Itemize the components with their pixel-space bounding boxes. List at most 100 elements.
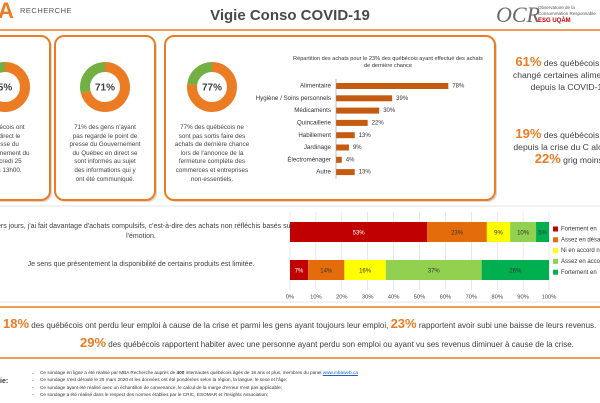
stacked-bar-segment bbox=[510, 222, 537, 242]
text: Ce sondage a été réalisé dans le respect… bbox=[40, 391, 269, 397]
purchase-chart-title: Répartition des achats pour le 23% des q… bbox=[293, 56, 483, 69]
org-affiliation: ESG UQÀM bbox=[538, 18, 571, 24]
bar bbox=[336, 95, 393, 102]
x-tick-label: 20% bbox=[336, 295, 348, 301]
donut-value bbox=[80, 62, 130, 112]
donut-label: 5% bbox=[0, 83, 12, 94]
logo-letter: A bbox=[0, 0, 14, 23]
value-label: 9% bbox=[353, 145, 362, 151]
donut-label: 77% bbox=[202, 83, 222, 94]
legend-swatch bbox=[553, 226, 558, 232]
stacked-bar-segment bbox=[344, 260, 386, 280]
legend-label: Ni en accord ni bbox=[561, 248, 600, 254]
panel-text-line: 71% des gens n'ayant bbox=[74, 124, 136, 131]
category-label: Jardinage bbox=[304, 144, 332, 151]
panel-text-line: commerces et entreprises bbox=[175, 166, 249, 174]
footer-note: Ce sondage s'est déroulé le 25 mars 2020… bbox=[40, 377, 287, 383]
legend-label: Assez en désa bbox=[561, 237, 600, 243]
panel-text-line: québécois ont bbox=[0, 124, 25, 131]
segment-label: 9% bbox=[494, 231, 503, 237]
segment-label: 7% bbox=[295, 269, 304, 275]
value-label: 4% bbox=[346, 157, 355, 163]
statement: Je sens que présentement la disponibilit… bbox=[27, 261, 255, 268]
panel bbox=[54, 35, 156, 201]
footer-note: Ce sondage ayant été réalisé avec un éch… bbox=[40, 385, 282, 391]
panel-text-line: 20 à 13h00. bbox=[0, 166, 22, 174]
x-tick-label: 30% bbox=[362, 295, 374, 301]
category-label: Quincaillerie bbox=[297, 120, 332, 127]
value-label: 13% bbox=[359, 133, 372, 139]
panel-text-line: achats de dernière chance bbox=[174, 141, 250, 149]
panel bbox=[0, 35, 51, 201]
section-frame bbox=[0, 205, 600, 303]
bar bbox=[336, 144, 349, 151]
segment-label: 14% bbox=[320, 269, 333, 275]
right-panel-text: 19% des québécois g plus depuis la crise… bbox=[505, 127, 600, 166]
panel-text-line: des informations qui y bbox=[74, 166, 136, 174]
panel-text-line: mercredi 25 bbox=[0, 158, 22, 166]
segment-label: 37% bbox=[428, 269, 441, 275]
text: internautes québécois âgés de 18 ans et … bbox=[184, 370, 323, 375]
x-tick-label: 90% bbox=[517, 295, 529, 301]
highlight-percent: 23% bbox=[390, 316, 417, 331]
statement: rniers jours, j'ai fait davantage d'acha… bbox=[0, 223, 293, 240]
panel-text: 77% des québécois ne sont pas sortis fair… bbox=[167, 124, 257, 184]
category-label: Médicaments bbox=[294, 107, 331, 114]
segment-label: 16% bbox=[359, 269, 372, 275]
org-logo: OCR bbox=[496, 2, 541, 27]
panel-text-line: en direct le bbox=[0, 132, 21, 140]
x-tick-label: 40% bbox=[388, 295, 400, 301]
org-name: Observatoire de la Consommation Responsa… bbox=[538, 5, 596, 16]
x-tick-label: 50% bbox=[414, 295, 426, 301]
donut-rest bbox=[187, 62, 213, 86]
bar bbox=[336, 156, 342, 163]
highlight-percent: 61% bbox=[515, 54, 542, 69]
segment-label: 53% bbox=[353, 231, 366, 237]
stacked-bar-segment bbox=[385, 260, 482, 280]
panel-text-line: gouvernement du bbox=[0, 149, 30, 157]
text: Ce sondage s'est déroulé le 25 mars 2020… bbox=[40, 377, 288, 383]
value-label: 13% bbox=[359, 170, 372, 176]
segment-label: 10% bbox=[517, 231, 530, 237]
link: www.mbaweb.ca bbox=[322, 370, 358, 375]
page-title: Vigie Conso COVID-19 bbox=[210, 7, 370, 24]
finding: 18% des québécois ont perdu leur emploi … bbox=[3, 317, 596, 333]
stacked-bar-segment bbox=[481, 260, 549, 280]
panel-text: québécois onten direct lepresse dugouver… bbox=[0, 124, 50, 176]
legend-label: Fortement en bbox=[561, 227, 597, 233]
panel-text-line: du Québec en direct se bbox=[72, 149, 138, 157]
donut-value bbox=[187, 62, 237, 112]
text: grig moins. bbox=[563, 155, 600, 165]
category-label: Habillement bbox=[298, 132, 331, 139]
donut-ring bbox=[0, 62, 30, 112]
category-label: Alimentaire bbox=[300, 83, 332, 90]
text: des québécois g plus depuis la crise du … bbox=[513, 130, 600, 152]
panel-text: 71% des gens n'ayant pas regardé le point… bbox=[60, 124, 150, 184]
stacked-bar-segment bbox=[290, 222, 428, 242]
x-tick-label: 100% bbox=[542, 295, 557, 301]
x-tick-label: 70% bbox=[465, 295, 477, 301]
legend-swatch bbox=[553, 248, 558, 254]
x-tick-label: 80% bbox=[491, 295, 503, 301]
stacked-bar-segment bbox=[486, 222, 511, 242]
x-tick-label: 0% bbox=[286, 295, 294, 301]
panel bbox=[164, 35, 496, 201]
text: Ce sondage en ligne a été réalisé par MB… bbox=[40, 370, 177, 375]
legend-label: Fortement en bbox=[561, 270, 597, 276]
x-tick-label: 60% bbox=[440, 295, 452, 301]
right-panel-text: 61% des québécois i avoir changé certain… bbox=[505, 54, 600, 93]
panel-text-line: presse du Gouvernement bbox=[69, 141, 141, 149]
bar bbox=[336, 132, 355, 139]
legend-swatch bbox=[553, 237, 558, 243]
legend-swatch bbox=[553, 269, 558, 275]
donut-label: 71% bbox=[95, 83, 115, 94]
stacked-bar-segment bbox=[290, 260, 309, 280]
stacked-bar-segment bbox=[536, 222, 549, 242]
segment-label: 5% bbox=[538, 231, 547, 237]
panel-text-line: presse du bbox=[0, 141, 19, 149]
highlight-percent: 18% bbox=[3, 316, 30, 331]
text: rapportent avoir subi une baisse de leur… bbox=[416, 321, 597, 330]
donut-ring-part bbox=[0, 62, 6, 73]
